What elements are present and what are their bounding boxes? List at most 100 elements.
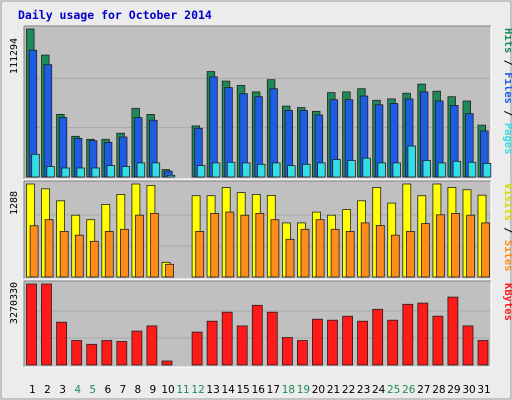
x-tick-label-day-20: 20 [312,384,325,396]
x-tick-label-day-5: 5 [89,384,96,396]
bar-pages-day-22 [347,160,356,178]
bar-kbytes-day-21 [327,319,338,366]
x-tick-label-day-13: 13 [206,384,219,396]
bar-sites-day-24 [375,224,385,278]
bar-sites-day-10 [165,263,175,278]
bar-pages-day-21 [332,159,341,178]
bar-pages-day-29 [452,160,462,178]
bar-pages-day-3 [61,167,70,178]
bar-kbytes-day-4 [71,340,83,366]
bar-pages-day-24 [377,162,386,178]
bar-pages-day-20 [317,162,326,178]
bar-pages-day-31 [482,162,492,178]
x-tick-label-day-7: 7 [119,384,126,396]
bar-kbytes-day-1 [26,283,37,366]
x-tick-label-day-3: 3 [59,384,66,396]
panel-max-label: 3270330 [9,282,20,324]
x-tick-label-day-23: 23 [357,384,370,396]
bar-kbytes-day-3 [56,321,67,366]
bar-sites-day-25 [390,234,400,278]
bar-sites-day-29 [451,212,460,278]
bar-pages-day-28 [437,162,447,178]
bar-pages-day-25 [392,162,401,178]
bar-sites-day-15 [240,214,250,278]
bar-kbytes-day-24 [372,308,384,366]
panel-series-legend: Hits / Files / Pages [502,28,512,154]
x-tick-label-day-8: 8 [135,384,142,396]
x-tick-label-day-26: 26 [402,384,416,396]
bar-pages-day-10 [166,174,176,178]
x-axis-day-labels: 1 2 3 4 5 6 7 8 9 10 11 12 13 14 15 16 17 18 19 20 21 22 23 24 2… [29,384,491,396]
bar-sites-day-23 [360,222,370,278]
bar-pages-day-4 [76,167,85,178]
x-tick-label-day-9: 9 [150,384,157,396]
x-tick-label-day-28: 28 [432,384,445,396]
bar-sites-day-28 [436,214,445,278]
x-tick-label-day-18: 18 [282,384,295,396]
bar-sites-day-14 [225,211,235,278]
bar-pages-day-19 [302,163,311,178]
bar-sites-day-19 [300,228,310,278]
bar-files-day-2 [43,64,53,178]
bar-pages-day-26 [407,145,416,178]
bar-pages-day-16 [256,163,266,178]
bar-sites-day-21 [330,228,340,278]
bar-pages-day-6 [106,165,115,178]
bar-kbytes-day-12 [191,331,203,366]
bar-sites-day-18 [285,238,295,278]
x-tick-label-day-27: 27 [417,384,430,396]
bar-kbytes-day-17 [266,311,278,366]
legend-pages: Pages [502,123,512,155]
bar-pages-day-13 [211,162,221,178]
bar-kbytes-day-19 [296,340,308,366]
bar-kbytes-day-6 [101,340,113,366]
bar-kbytes-day-22 [342,315,354,366]
x-tick-label-day-30: 30 [462,384,475,396]
bar-pages-day-2 [46,166,55,178]
x-tick-label-day-14: 14 [222,384,236,396]
bar-sites-day-6 [104,230,114,278]
x-tick-label-day-31: 31 [477,384,490,396]
panel-series-legend: KBytes [502,283,512,321]
bar-kbytes-day-31 [477,340,489,366]
x-tick-label-day-25: 25 [387,384,400,396]
bar-sites-day-31 [481,222,491,278]
legend-kbytes: KBytes [502,283,512,321]
bar-kbytes-day-18 [281,337,293,366]
legend-separator: / [502,53,512,72]
bar-kbytes-day-9 [146,325,158,366]
bar-sites-day-3 [59,230,69,278]
bar-sites-day-8 [135,214,144,278]
bar-sites-day-20 [315,219,325,278]
chart-panels: 111294 Hits / Files / Pages 1288 Visits / S… [9,25,512,368]
bar-pages-day-17 [272,162,281,178]
legend-separator: / [502,104,512,123]
x-tick-label-day-11: 11 [176,384,189,396]
x-tick-label-day-15: 15 [237,384,250,396]
bar-sites-day-1 [29,225,39,278]
x-tick-label-day-2: 2 [44,384,51,396]
bar-sites-day-7 [120,228,129,278]
bar-kbytes-day-2 [41,283,52,366]
bar-kbytes-day-5 [86,343,98,366]
x-tick-label-day-1: 1 [29,384,36,396]
bar-sites-day-2 [44,219,54,278]
panel-hits-files-pages: 111294 Hits / Files / Pages [9,25,512,180]
legend-visits: Visits [502,183,512,221]
bar-kbytes-day-29 [447,296,459,366]
legend-sites: Sites [502,240,512,272]
bar-pages-day-7 [121,166,130,178]
bar-pages-day-18 [287,165,296,178]
chart-title: Daily usage for October 2014 [18,8,212,22]
bar-sites-day-12 [195,230,205,278]
panel-kbytes: 3270330 KBytes [9,280,512,368]
bar-files-day-13 [209,76,218,178]
x-tick-label-day-22: 22 [342,384,355,396]
bar-pages-day-12 [196,165,206,178]
bar-sites-day-4 [74,234,84,278]
bar-pages-day-8 [136,162,146,178]
bar-pages-day-14 [226,161,236,178]
bar-sites-day-17 [270,219,280,278]
legend-files: Files [502,72,512,104]
